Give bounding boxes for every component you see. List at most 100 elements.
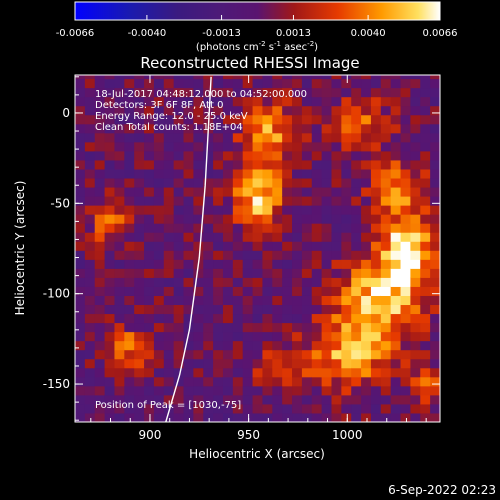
heatmap-cell [222,132,234,143]
heatmap-cell [94,295,106,306]
heatmap-cell [232,232,244,242]
heatmap-cell [232,96,244,107]
heatmap-cell [173,277,185,287]
heatmap-cell [252,78,263,89]
heatmap-cell [75,331,86,342]
heatmap-cell [410,340,421,351]
heatmap-cell [153,313,165,324]
heatmap-cell [282,277,293,287]
heatmap-cell [183,349,194,360]
heatmap-cell [272,132,283,143]
heatmap-cell [203,205,214,215]
heatmap-cell [242,205,254,215]
heatmap-cell [163,268,175,278]
heatmap-cell [213,376,224,387]
heatmap-cell [104,196,115,206]
heatmap-cell [104,205,115,215]
heatmap-cell [203,349,214,360]
heatmap-cell [311,123,323,134]
heatmap-cell [163,132,175,143]
heatmap-cell [272,159,283,170]
heatmap-cell [134,322,145,333]
heatmap-cell [252,385,263,396]
heatmap-cell [410,304,421,315]
heatmap-cell [173,75,185,80]
heatmap-cell [390,277,402,287]
heatmap-cell [262,75,273,80]
heatmap-cell [351,268,362,278]
heatmap-cell [321,75,332,80]
heatmap-cell [94,196,106,206]
heatmap-cell [124,150,135,161]
heatmap-cell [282,394,293,405]
heatmap-cell [272,223,283,233]
heatmap-cell [163,168,175,179]
heatmap-cell [311,286,323,296]
heatmap-cell [252,223,263,233]
heatmap-cell [370,385,382,396]
heatmap-cell [370,223,382,233]
heatmap-cell [163,141,175,152]
heatmap-cell [84,277,96,287]
heatmap-cell [282,141,293,152]
heatmap-cell [282,123,293,134]
y-tick-label: -100 [43,287,70,301]
heatmap-cell [321,105,332,116]
heatmap-cell [124,349,135,360]
heatmap-cell [134,105,145,116]
heatmap-cell [153,214,165,224]
heatmap-cell [242,105,254,116]
heatmap-cell [262,78,273,89]
heatmap-cell [173,304,185,315]
heatmap-cell [193,340,204,351]
heatmap-cell [173,150,185,161]
heatmap-cell [153,141,165,152]
heatmap-cell [410,132,421,143]
heatmap-cell [301,313,313,324]
heatmap-cell [124,313,135,324]
heatmap-cell [331,403,342,414]
heatmap-cell [252,241,263,251]
heatmap-cell [351,322,362,333]
heatmap-cell [351,313,362,324]
heatmap-cell [124,123,135,134]
heatmap-cell [193,132,204,143]
heatmap-cell [114,286,125,296]
heatmap-cell [292,114,303,125]
heatmap-cell [183,268,194,278]
heatmap-cell [124,322,135,333]
heatmap-cell [183,114,194,125]
heatmap-cell [351,295,362,306]
heatmap-cell [331,241,342,251]
heatmap-cell [331,322,342,333]
heatmap-cell [203,367,214,378]
heatmap-cell [390,313,402,324]
heatmap-cell [282,150,293,161]
heatmap-cell [331,313,342,324]
heatmap-cell [331,75,342,80]
heatmap-cell [262,141,273,152]
heatmap-cell [203,403,214,414]
heatmap-cell [124,232,135,242]
heatmap-cell [390,87,402,98]
heatmap-cell [84,313,96,324]
heatmap-cell [292,223,303,233]
heatmap-cell [84,87,96,98]
heatmap-cell [361,286,372,296]
heatmap-cell [292,78,303,89]
heatmap-cell [292,277,303,287]
heatmap-cell [232,205,244,215]
heatmap-cell [153,178,165,188]
heatmap-cell [351,123,362,134]
heatmap-cell [124,286,135,296]
heatmap-cell [380,340,392,351]
heatmap-cell [104,340,115,351]
heatmap-cell [242,123,254,134]
heatmap-cell [75,141,86,152]
heatmap-cell [321,250,332,260]
chart-title: Reconstructed RHESSI Image [140,54,359,72]
heatmap-cell [380,75,392,80]
heatmap-cell [262,150,273,161]
heatmap-cell [390,232,402,242]
heatmap-cell [400,214,411,224]
